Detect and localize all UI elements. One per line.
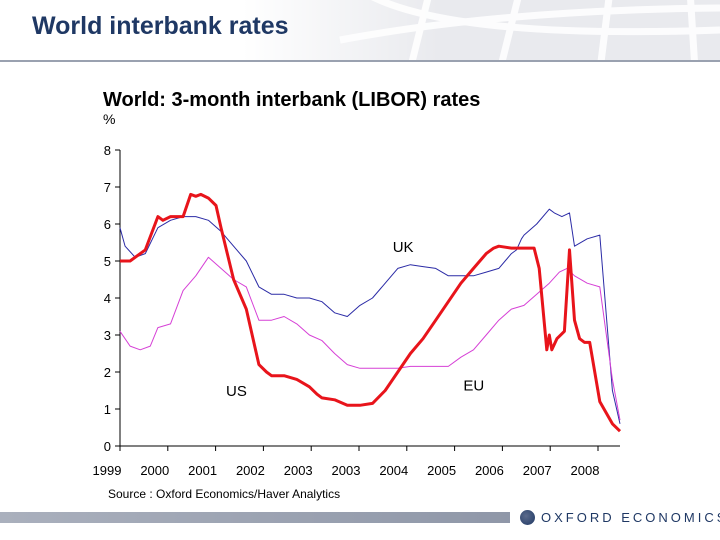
globe-grid-icon xyxy=(339,0,720,60)
series-label-uk: UK xyxy=(393,239,414,256)
footer-bar xyxy=(0,512,510,523)
header-fade xyxy=(0,0,440,60)
y-tick-label: 2 xyxy=(104,365,111,380)
y-tick-label: 4 xyxy=(104,291,111,306)
x-tick-label: 2004 xyxy=(379,463,408,478)
logo-text: OXFORD ECONOMICS xyxy=(541,509,720,525)
chart-axes: 0 1 2 3 4 5 6 7 8 1999 2000 2001 2002 2003 2003 2004 200… xyxy=(93,143,620,478)
x-tick-label: 2002 xyxy=(236,463,265,478)
x-tick-label: 2003 xyxy=(332,463,361,478)
y-tick-label: 7 xyxy=(104,180,111,195)
x-tick-label: 2008 xyxy=(571,463,600,478)
x-tick-label: 2003 xyxy=(284,463,313,478)
y-tick-label: 5 xyxy=(104,254,111,269)
y-tick-label: 3 xyxy=(104,328,111,343)
series-label-eu: EU xyxy=(463,378,484,395)
x-tick-label: 2000 xyxy=(140,463,169,478)
slide-title: World interbank rates xyxy=(32,12,289,40)
x-tick-label: 2001 xyxy=(188,463,217,478)
chart-series xyxy=(119,192,622,433)
oxford-economics-logo: OXFORD ECONOMICS xyxy=(520,508,720,526)
y-axis-unit-label: % xyxy=(103,111,116,127)
y-tick-label: 0 xyxy=(104,439,111,454)
y-tick-label: 6 xyxy=(104,217,111,232)
x-tick-label: 2007 xyxy=(523,463,552,478)
source-note: Source : Oxford Economics/Haver Analytic… xyxy=(108,487,341,501)
y-tick-label: 8 xyxy=(104,143,111,158)
series-line-us xyxy=(120,192,622,433)
chart-title: World: 3-month interbank (LIBOR) rates xyxy=(103,89,481,111)
y-tick-label: 1 xyxy=(104,402,111,417)
series-line-uk xyxy=(119,208,621,424)
slide-header xyxy=(0,0,720,60)
x-tick-label: 1999 xyxy=(93,463,122,478)
x-tick-label: 2006 xyxy=(475,463,504,478)
series-label-us: US xyxy=(226,383,247,400)
chart-series-labels: UK US EU xyxy=(226,239,484,400)
series-line-eu xyxy=(119,256,621,421)
header-divider xyxy=(0,60,720,62)
logo-globe-icon xyxy=(520,509,535,525)
x-tick-label: 2005 xyxy=(427,463,456,478)
